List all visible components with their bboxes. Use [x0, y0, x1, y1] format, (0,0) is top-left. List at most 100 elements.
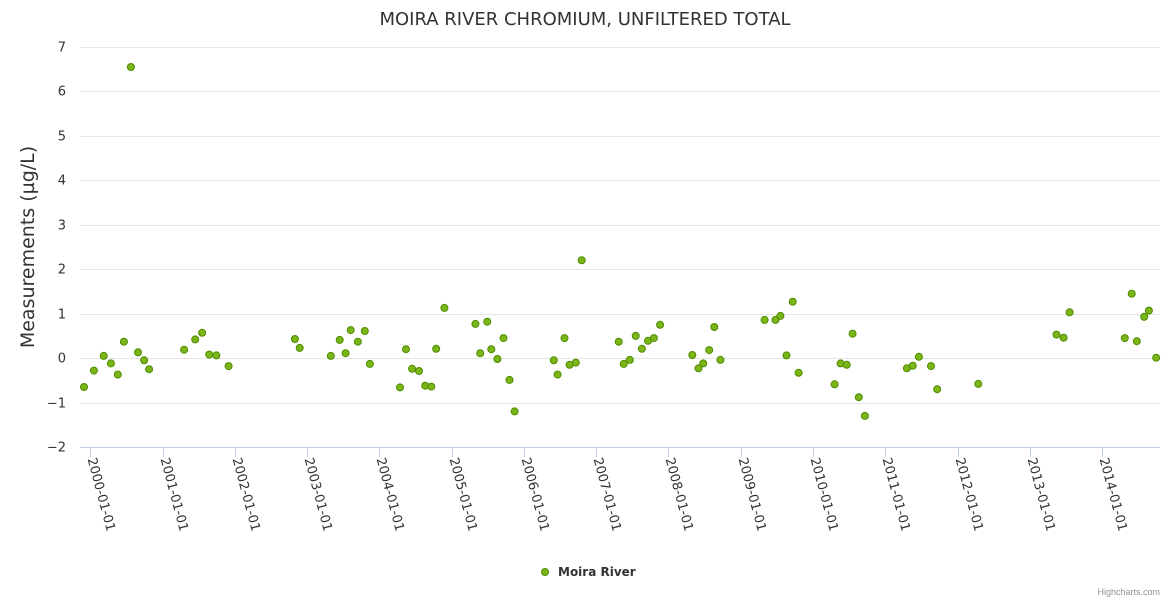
y-axis: −2 −1 0 1 2 3 4 5 6 7 [47, 41, 66, 456]
data-point[interactable] [788, 297, 797, 306]
series-moira-river [80, 63, 1161, 420]
data-point[interactable] [914, 352, 923, 361]
data-point[interactable] [908, 361, 917, 370]
data-point[interactable] [134, 348, 142, 357]
data-point[interactable] [106, 359, 115, 368]
data-point[interactable] [180, 345, 189, 354]
data-point[interactable] [476, 349, 485, 358]
data-point[interactable] [1052, 330, 1061, 339]
data-point[interactable] [119, 337, 128, 346]
data-point[interactable] [471, 319, 480, 328]
data-point[interactable] [710, 323, 719, 331]
data-point[interactable] [656, 320, 665, 329]
data-point[interactable] [427, 382, 436, 391]
data-point[interactable] [1065, 308, 1074, 317]
data-point[interactable] [933, 385, 942, 394]
data-point[interactable] [360, 327, 369, 335]
data-point[interactable] [408, 364, 417, 373]
data-point[interactable] [619, 359, 628, 368]
data-point[interactable] [295, 343, 304, 352]
data-point[interactable] [191, 335, 200, 344]
data-point[interactable] [1127, 289, 1136, 298]
data-point[interactable] [571, 358, 580, 367]
data-point[interactable] [848, 329, 857, 338]
data-point[interactable] [224, 362, 233, 371]
chart-title: MOIRA RIVER CHROMIUM, UNFILTERED TOTAL [379, 9, 790, 30]
data-point[interactable] [794, 368, 803, 377]
y-tick-label: 0 [58, 352, 66, 367]
grid-lines [80, 47, 1160, 448]
data-point[interactable] [549, 356, 558, 365]
data-point[interactable] [631, 331, 640, 340]
data-point[interactable] [212, 351, 221, 360]
credits-link[interactable]: Highcharts.com [1097, 587, 1160, 597]
data-point[interactable] [560, 334, 569, 343]
data-point[interactable] [705, 346, 714, 355]
y-tick-label: 1 [58, 308, 66, 323]
data-point[interactable] [89, 366, 98, 375]
data-point[interactable] [782, 351, 791, 360]
data-point[interactable] [415, 367, 423, 375]
data-point[interactable] [145, 365, 154, 374]
data-point[interactable] [499, 334, 508, 343]
data-point[interactable] [205, 350, 214, 359]
data-point[interactable] [353, 337, 362, 346]
data-point[interactable] [927, 362, 935, 371]
y-tick-label: 6 [58, 85, 66, 100]
data-point[interactable] [1059, 333, 1068, 342]
data-point[interactable] [487, 345, 496, 354]
data-point[interactable] [649, 334, 658, 343]
y-tick-label: −2 [47, 441, 66, 456]
data-point[interactable] [553, 370, 562, 379]
data-point[interactable] [637, 344, 646, 353]
data-point[interactable] [510, 407, 519, 416]
y-tick-label: 5 [58, 130, 66, 145]
y-axis-label: Measurements (µg/L) [17, 146, 39, 348]
data-point[interactable] [694, 364, 703, 373]
data-point[interactable] [1120, 334, 1129, 343]
data-point[interactable] [860, 411, 869, 420]
data-point[interactable] [326, 351, 335, 360]
y-tick-label: 4 [58, 174, 66, 189]
data-point[interactable] [842, 360, 851, 369]
data-point[interactable] [1152, 353, 1161, 362]
data-point[interactable] [505, 375, 514, 384]
data-point[interactable] [614, 337, 623, 346]
data-point[interactable] [335, 335, 344, 344]
data-point[interactable] [1140, 312, 1149, 321]
data-point[interactable] [341, 349, 350, 358]
data-point[interactable] [140, 356, 149, 365]
data-point[interactable] [493, 355, 502, 363]
data-point[interactable] [483, 317, 492, 326]
data-point[interactable] [290, 335, 299, 343]
y-tick-label: 7 [58, 41, 66, 56]
data-point[interactable] [432, 344, 441, 353]
data-point[interactable] [440, 303, 449, 312]
data-point[interactable] [365, 359, 374, 368]
data-point[interactable] [716, 355, 725, 364]
data-point[interactable] [113, 370, 122, 379]
data-point[interactable] [126, 63, 135, 71]
y-tick-label: 2 [58, 263, 66, 278]
data-point[interactable] [760, 315, 769, 324]
data-point[interactable] [198, 328, 207, 337]
data-point[interactable] [625, 355, 634, 364]
data-point[interactable] [974, 379, 983, 388]
data-point[interactable] [99, 351, 108, 360]
data-point[interactable] [776, 311, 785, 320]
data-point[interactable] [1144, 306, 1153, 315]
data-point[interactable] [699, 359, 708, 368]
data-point[interactable] [688, 351, 697, 359]
data-point[interactable] [402, 345, 410, 354]
data-point[interactable] [396, 383, 404, 392]
legend-item-moira-river[interactable]: Moira River [541, 565, 636, 579]
data-point[interactable] [80, 383, 88, 391]
legend-label: Moira River [558, 565, 636, 579]
data-point[interactable] [830, 380, 839, 389]
data-point[interactable] [1132, 337, 1141, 346]
data-point[interactable] [346, 326, 355, 335]
data-point[interactable] [577, 256, 586, 265]
y-tick-label: 3 [58, 219, 66, 234]
data-point[interactable] [854, 393, 863, 402]
